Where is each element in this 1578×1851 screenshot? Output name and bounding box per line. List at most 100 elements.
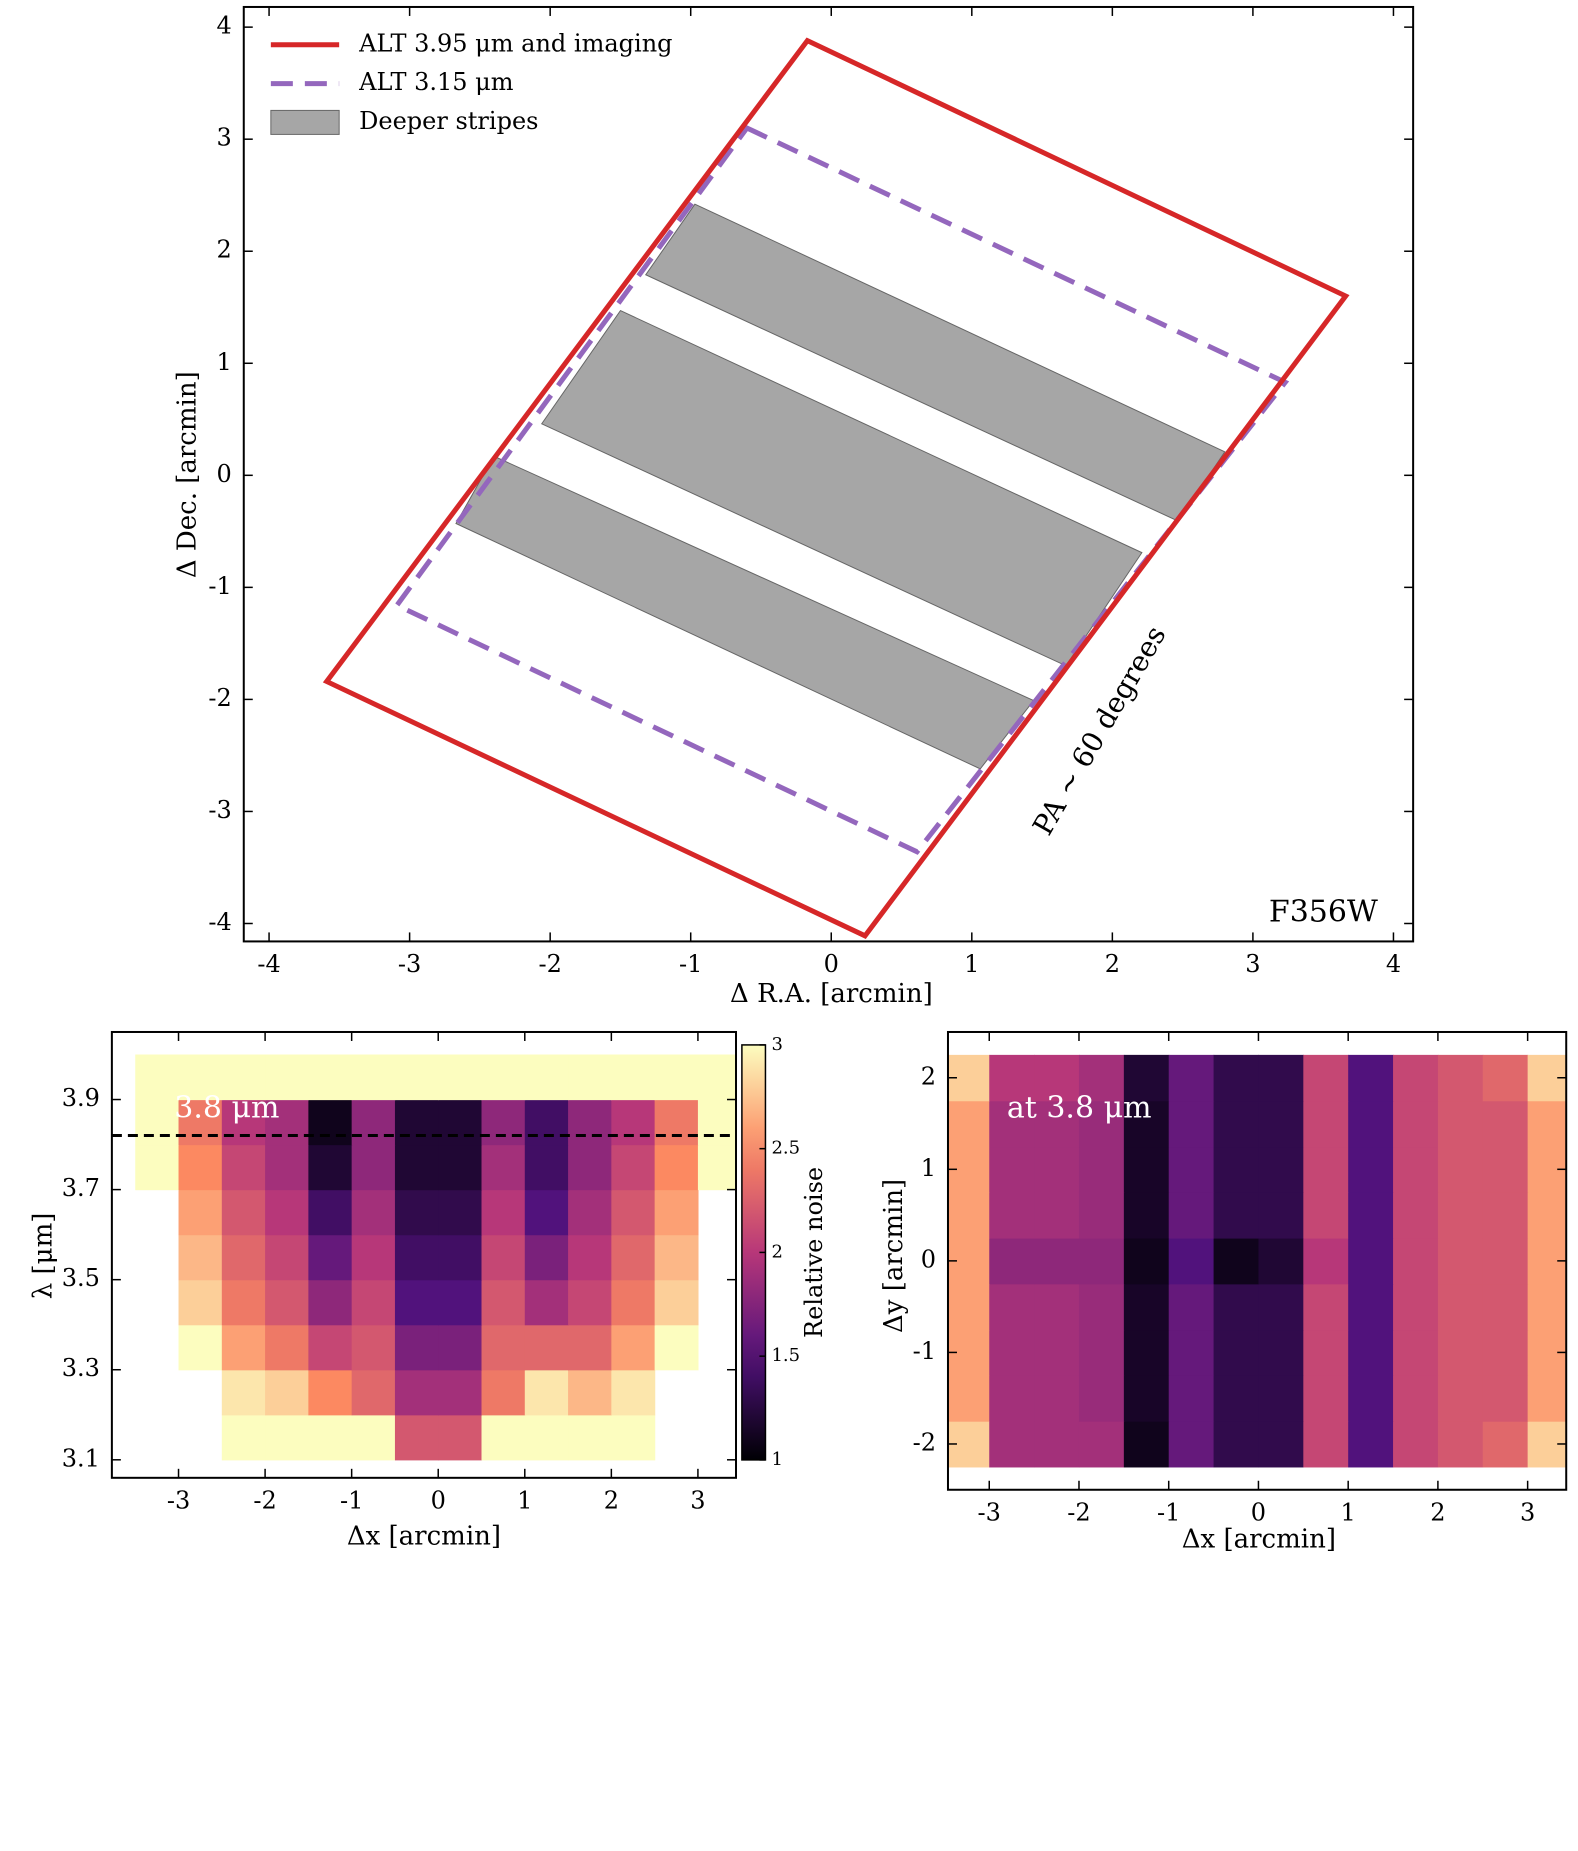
heat-cell — [1303, 1329, 1349, 1376]
heat-cell — [481, 1234, 526, 1281]
heat-cell — [1168, 1421, 1215, 1468]
heat-cell — [1213, 1146, 1260, 1193]
heat-cell — [438, 1189, 483, 1236]
heat-cell — [524, 1324, 569, 1371]
x-tick-label: 2 — [1430, 1498, 1445, 1526]
heat-cell — [654, 1234, 699, 1281]
y-tick-label: -4 — [208, 908, 231, 936]
x-tick-label: -1 — [1157, 1498, 1180, 1526]
heat-cell — [438, 1054, 483, 1101]
heat-cell — [947, 1283, 990, 1331]
heat-cell — [351, 1144, 396, 1191]
heat-cell — [697, 1099, 737, 1146]
footprint-dashed — [393, 124, 1290, 855]
y-axis-label: Δ Dec. [arcmin] — [172, 371, 202, 578]
annotation: F356W — [1269, 895, 1378, 930]
y-axis-label: λ [μm] — [29, 1213, 59, 1300]
heat-cell — [989, 1054, 1035, 1102]
heat-cell — [178, 1144, 223, 1191]
heat-cell — [1348, 1192, 1394, 1239]
heat-cell — [135, 1144, 180, 1191]
heat-cell — [1437, 1421, 1484, 1468]
heat-cell — [524, 1144, 569, 1191]
plot-area — [322, 37, 1350, 939]
heat-cell — [611, 1279, 656, 1326]
heat-cell — [1034, 1054, 1080, 1102]
y-tick-label: 3 — [216, 124, 231, 152]
y-tick-label: 1 — [216, 348, 231, 376]
y-tick-label: 2 — [216, 236, 231, 264]
heat-cell — [438, 1099, 483, 1146]
heat-cell — [1258, 1283, 1304, 1331]
heat-cell — [1393, 1329, 1439, 1376]
heat-cell — [1482, 1237, 1529, 1285]
heat-cell — [1123, 1421, 1170, 1468]
heat-cell — [1393, 1237, 1439, 1285]
y-tick-label: -2 — [913, 1428, 936, 1456]
heat-cell — [1078, 1283, 1125, 1331]
heat-cell — [394, 1414, 439, 1461]
heat-cell — [1258, 1146, 1304, 1193]
x-tick-label: 0 — [824, 950, 839, 978]
heat-cell — [697, 1144, 737, 1191]
heat-cell — [308, 1414, 353, 1461]
x-tick-label: 1 — [1341, 1498, 1356, 1526]
heat-cell — [1034, 1329, 1080, 1376]
x-tick-label: 3 — [1520, 1498, 1535, 1526]
heat-cell — [1034, 1237, 1080, 1285]
axes-frame — [242, 5, 1415, 943]
heat-cell — [308, 1054, 353, 1101]
heat-cell — [1482, 1375, 1529, 1422]
heat-cell — [265, 1369, 309, 1416]
x-tick-label: 2 — [1105, 950, 1120, 978]
heat-cell — [221, 1144, 266, 1191]
heat-cell — [221, 1324, 266, 1371]
heat-cell — [1078, 1375, 1125, 1422]
heat-cell — [308, 1324, 353, 1371]
heat-cell — [1437, 1237, 1484, 1285]
y-tick-label: 3.3 — [62, 1354, 100, 1382]
heat-cell — [654, 1279, 699, 1326]
heat-cell — [568, 1144, 612, 1191]
heat-cell — [1258, 1237, 1304, 1285]
heat-cell — [178, 1234, 223, 1281]
heat-cell — [394, 1369, 439, 1416]
y-tick-label: -1 — [208, 572, 231, 600]
heat-cell — [1482, 1100, 1529, 1148]
heat-cell — [351, 1369, 396, 1416]
heat-cell — [1034, 1421, 1080, 1468]
heat-cell — [1123, 1329, 1170, 1376]
y-tick-label: -2 — [208, 684, 231, 712]
y-tick-label: 4 — [216, 12, 231, 40]
heat-cell — [989, 1283, 1035, 1331]
x-axis-label: Δ R.A. [arcmin] — [730, 979, 933, 1009]
footprint-solid — [322, 37, 1350, 939]
heat-cell — [1168, 1283, 1215, 1331]
x-tick-label: -3 — [978, 1498, 1001, 1526]
heat-cell — [947, 1100, 990, 1148]
heat-cell — [989, 1146, 1035, 1193]
heat-cell — [438, 1324, 483, 1371]
heat-cell — [524, 1189, 569, 1236]
x-tick-label: 2 — [604, 1486, 619, 1514]
heat-cell — [1527, 1192, 1567, 1239]
heat-cell — [1123, 1100, 1170, 1148]
heat-cell — [265, 1234, 309, 1281]
heat-cell — [178, 1189, 223, 1236]
heat-cell — [1258, 1100, 1304, 1148]
x-tick-label: -4 — [257, 950, 280, 978]
heat-cell — [1348, 1054, 1394, 1102]
heat-cell — [1437, 1283, 1484, 1331]
heat-cell — [1482, 1329, 1529, 1376]
heat-cell — [1348, 1237, 1394, 1285]
y-tick-label: 3.5 — [62, 1264, 100, 1292]
heat-cell — [1303, 1283, 1349, 1331]
y-tick-label: -1 — [913, 1337, 936, 1365]
x-tick-label: 3 — [1245, 950, 1260, 978]
heat-cell — [989, 1329, 1035, 1376]
heat-cell — [1303, 1100, 1349, 1148]
heat-cell — [611, 1099, 656, 1146]
heat-cell — [1393, 1421, 1439, 1468]
heat-cell — [221, 1054, 266, 1101]
heat-cell — [1393, 1054, 1439, 1102]
